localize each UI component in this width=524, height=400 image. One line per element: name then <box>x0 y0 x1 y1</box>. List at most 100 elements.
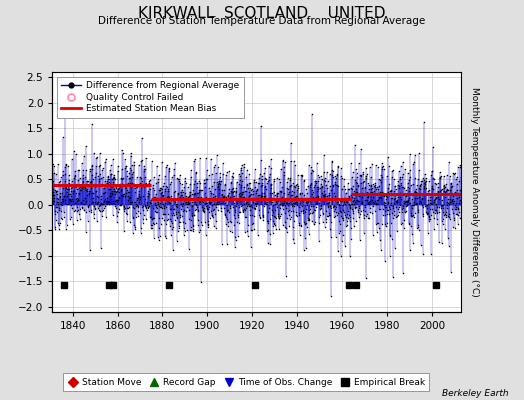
Point <box>408 213 417 219</box>
Point <box>193 222 202 228</box>
Point <box>183 227 192 233</box>
Point <box>294 220 303 226</box>
Point <box>160 200 169 206</box>
Point <box>388 174 396 180</box>
Point <box>220 187 228 194</box>
Point <box>56 220 64 226</box>
Point <box>447 198 456 204</box>
Point <box>316 196 324 202</box>
Point <box>313 188 321 194</box>
Point <box>266 190 275 196</box>
Point <box>399 204 407 211</box>
Point <box>363 210 372 217</box>
Point <box>295 212 303 218</box>
Point <box>259 203 268 210</box>
Point <box>124 180 133 186</box>
Point <box>394 182 402 188</box>
Point <box>398 206 407 212</box>
Point <box>174 225 183 232</box>
Point <box>136 194 144 200</box>
Point <box>100 185 108 191</box>
Point <box>343 197 351 203</box>
Point <box>69 190 78 196</box>
Point <box>156 185 164 192</box>
Point <box>208 182 216 189</box>
Point <box>64 181 72 188</box>
Point <box>254 192 262 198</box>
Point <box>175 223 183 229</box>
Point <box>450 202 458 208</box>
Point <box>150 221 159 228</box>
Point <box>190 212 199 218</box>
Point <box>419 213 428 219</box>
Point <box>217 195 225 201</box>
Point <box>95 175 103 182</box>
Point <box>392 197 401 203</box>
Point <box>419 211 427 217</box>
Point <box>153 196 161 202</box>
Point <box>149 186 158 193</box>
Point <box>440 183 448 189</box>
Point <box>138 183 147 189</box>
Point <box>145 203 154 209</box>
Point <box>395 183 403 190</box>
Point <box>229 174 237 180</box>
Point <box>361 184 369 191</box>
Point <box>433 216 441 222</box>
Point <box>238 207 247 214</box>
Point <box>315 211 324 218</box>
Point <box>314 200 323 206</box>
Point <box>323 196 332 202</box>
Point <box>182 194 190 201</box>
Point <box>73 166 82 173</box>
Point <box>417 242 425 248</box>
Point <box>212 218 220 224</box>
Point <box>202 203 210 209</box>
Point <box>156 187 165 194</box>
Point <box>218 192 226 198</box>
Point <box>61 107 69 113</box>
Point <box>96 200 105 206</box>
Point <box>326 182 335 189</box>
Point <box>249 188 258 194</box>
Point <box>429 209 437 215</box>
Point <box>361 204 369 210</box>
Point <box>372 201 380 207</box>
Point <box>304 217 313 223</box>
Point <box>213 206 222 213</box>
Point <box>209 207 217 214</box>
Point <box>189 187 198 194</box>
Point <box>413 222 422 228</box>
Point <box>123 210 132 217</box>
Point <box>390 196 398 202</box>
Point <box>146 200 155 206</box>
Point <box>396 194 405 200</box>
Legend: Station Move, Record Gap, Time of Obs. Change, Empirical Break: Station Move, Record Gap, Time of Obs. C… <box>63 374 429 392</box>
Point <box>331 172 339 179</box>
Point <box>171 196 180 202</box>
Point <box>239 206 248 212</box>
Point <box>144 190 152 196</box>
Point <box>198 187 206 193</box>
Point <box>450 216 458 223</box>
Point <box>69 188 77 195</box>
Point <box>163 188 172 194</box>
Point <box>146 199 155 206</box>
Point <box>177 189 185 195</box>
Point <box>309 194 317 200</box>
Point <box>373 197 381 203</box>
Point <box>328 198 336 204</box>
Point <box>253 187 261 194</box>
Point <box>425 186 434 193</box>
Point <box>394 198 402 205</box>
Point <box>209 195 217 201</box>
Point <box>391 194 399 201</box>
Point <box>268 195 276 201</box>
Point <box>141 166 149 173</box>
Point <box>95 178 104 184</box>
Point <box>134 194 142 201</box>
Point <box>155 214 163 221</box>
Point <box>303 202 311 208</box>
Point <box>142 180 150 186</box>
Point <box>232 196 240 202</box>
